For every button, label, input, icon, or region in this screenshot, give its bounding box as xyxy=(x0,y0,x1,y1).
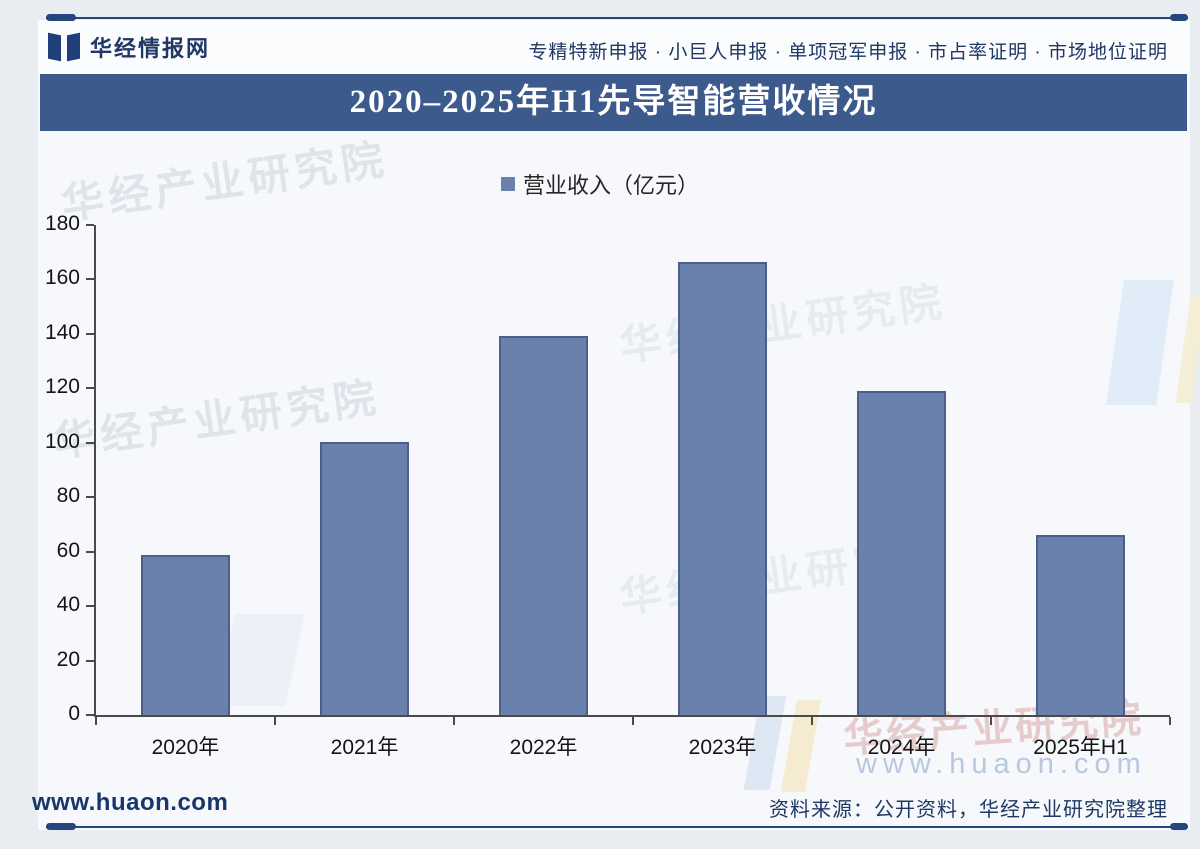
brand-name: 华经情报网 xyxy=(90,36,211,61)
content-card xyxy=(38,20,1190,830)
header-strip xyxy=(38,20,1190,74)
y-axis-tick-label: 20 xyxy=(56,647,80,671)
x-axis-tick-mark xyxy=(452,717,455,725)
x-axis-tick-label: 2020年 xyxy=(151,736,220,759)
top-divider-right-dash xyxy=(1170,14,1188,21)
x-axis-tick-label: 2022年 xyxy=(509,736,578,759)
brand-logo-icon xyxy=(48,32,80,62)
y-axis-tick-label: 140 xyxy=(44,320,80,344)
y-axis-tick-mark xyxy=(86,441,94,444)
y-axis-tick-label: 80 xyxy=(56,484,80,508)
y-axis-tick-label: 160 xyxy=(44,266,80,290)
bar xyxy=(857,391,946,715)
y-axis-tick-label: 120 xyxy=(44,375,80,399)
bottom-divider-right-dash xyxy=(1170,823,1188,830)
x-axis-tick-label: 2024年 xyxy=(867,736,936,759)
y-axis-tick-label: 60 xyxy=(56,538,80,562)
y-axis-tick-mark xyxy=(86,278,94,281)
x-axis-tick-mark xyxy=(632,717,634,725)
x-axis-tick-mark xyxy=(1169,717,1171,725)
plot-area: 0 20 40 60 80 100 120 140 160 180 2020年 2021年 2022年 2… xyxy=(45,212,1171,759)
y-axis-tick-mark xyxy=(86,714,94,716)
top-divider-left-dash xyxy=(46,14,76,21)
y-axis-tick-mark xyxy=(86,605,94,608)
bar xyxy=(320,441,409,715)
footer-source: 资料来源：公开资料，华经产业研究院整理 xyxy=(769,799,1168,821)
x-axis-tick-mark xyxy=(810,717,813,725)
y-axis-tick-label: 0 xyxy=(68,701,80,725)
legend-label: 营业收入（亿元） xyxy=(522,173,699,198)
x-axis-tick-label: 2023年 xyxy=(688,736,757,759)
legend-swatch xyxy=(500,177,515,191)
y-axis-tick-mark xyxy=(86,224,94,226)
x-axis-tick-label: 2021年 xyxy=(330,736,399,759)
x-axis-tick-label: 2025年H1 xyxy=(1033,736,1128,759)
bottom-divider xyxy=(46,826,1188,828)
header-tagline: 专精特新申报 · 小巨人申报 · 单项冠军申报 · 市占率证明 · 市场地位证明 xyxy=(528,42,1168,63)
y-axis-tick-label: 40 xyxy=(56,592,80,616)
x-axis-tick-mark xyxy=(273,717,276,725)
bottom-divider-left-dash xyxy=(46,823,76,830)
x-axis-tick-mark xyxy=(95,717,97,725)
x-axis-tick-mark xyxy=(990,717,992,725)
chart-title-bar: 2020–2025年H1先导智能营收情况 xyxy=(40,74,1187,131)
chart-title: 2020–2025年H1先导智能营收情况 xyxy=(349,84,878,120)
bar xyxy=(1035,535,1125,715)
y-axis-tick-label: 100 xyxy=(44,429,80,453)
bar xyxy=(499,335,588,715)
legend: 营业收入（亿元） xyxy=(0,168,1200,200)
top-divider xyxy=(46,17,1188,19)
y-axis-tick-mark xyxy=(86,550,94,553)
bar xyxy=(678,262,767,715)
y-axis-tick-label: 180 xyxy=(44,211,80,235)
y-axis-tick-mark xyxy=(86,496,94,499)
y-axis-tick-mark xyxy=(86,332,94,335)
brand[interactable]: 华经情报网 xyxy=(48,31,210,63)
y-axis-tick-mark xyxy=(86,387,94,390)
y-axis-tick-mark xyxy=(86,659,94,662)
footer-site-link[interactable]: www.huaon.com xyxy=(32,789,229,816)
bar xyxy=(140,555,230,715)
